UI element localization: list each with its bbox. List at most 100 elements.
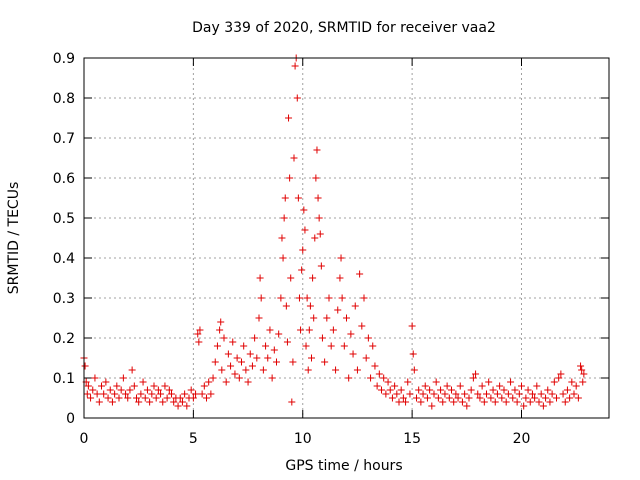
data-point xyxy=(192,390,200,398)
data-point xyxy=(557,370,565,378)
data-point xyxy=(275,330,283,338)
data-point xyxy=(316,230,324,238)
data-point xyxy=(222,378,230,386)
data-point xyxy=(450,398,458,406)
data-point xyxy=(242,366,250,374)
data-point xyxy=(111,390,119,398)
data-point xyxy=(391,382,399,390)
data-points xyxy=(80,54,588,410)
data-point xyxy=(537,390,545,398)
data-point xyxy=(126,386,134,394)
data-point xyxy=(104,394,112,402)
data-point xyxy=(513,398,521,406)
data-point xyxy=(362,354,370,362)
data-point xyxy=(337,254,345,262)
data-point xyxy=(181,390,189,398)
data-point xyxy=(157,390,165,398)
data-point xyxy=(574,394,582,402)
data-point xyxy=(402,398,410,406)
data-point xyxy=(311,234,319,242)
data-point xyxy=(281,194,289,202)
data-point xyxy=(345,374,353,382)
data-point xyxy=(318,334,326,342)
plot-frame xyxy=(83,57,610,419)
chart-title: Day 339 of 2020, SRMTID for receiver vaa… xyxy=(192,20,496,36)
data-point xyxy=(124,394,132,402)
data-point xyxy=(515,390,523,398)
data-point xyxy=(375,370,383,378)
data-point xyxy=(483,390,490,398)
y-tick-label: 0 xyxy=(66,411,75,427)
data-point xyxy=(579,378,587,386)
data-point xyxy=(200,382,208,390)
data-point xyxy=(244,378,252,386)
data-point xyxy=(194,330,202,338)
data-point xyxy=(159,398,167,406)
y-tick-label: 0.2 xyxy=(53,331,75,347)
data-point xyxy=(409,350,417,358)
data-point xyxy=(224,350,232,358)
data-point xyxy=(428,402,436,410)
data-point xyxy=(264,354,272,362)
data-point xyxy=(238,358,245,366)
data-point xyxy=(165,386,173,394)
data-point xyxy=(413,394,420,402)
data-point xyxy=(302,342,310,350)
data-point xyxy=(504,390,512,398)
data-point xyxy=(531,394,539,402)
data-point xyxy=(304,366,312,374)
data-point xyxy=(299,246,307,254)
y-tick-label: 0.6 xyxy=(53,171,75,187)
data-point xyxy=(100,390,108,398)
data-point xyxy=(485,378,493,386)
data-point xyxy=(461,390,469,398)
data-point xyxy=(526,398,534,406)
data-point xyxy=(518,382,525,390)
data-point xyxy=(270,346,278,354)
data-point xyxy=(500,386,508,394)
data-point xyxy=(227,362,235,370)
data-point xyxy=(288,398,296,406)
data-point xyxy=(393,390,401,398)
data-point xyxy=(553,394,560,402)
data-point xyxy=(235,374,243,382)
data-point xyxy=(81,362,89,370)
data-point xyxy=(89,386,97,394)
data-point xyxy=(170,398,178,406)
data-point xyxy=(489,386,497,394)
data-point xyxy=(572,382,580,390)
data-point xyxy=(266,326,274,334)
data-point xyxy=(351,302,359,310)
data-point xyxy=(437,386,445,394)
data-point xyxy=(146,398,154,406)
data-point xyxy=(386,386,394,394)
data-point xyxy=(262,342,270,350)
data-point xyxy=(308,354,315,362)
data-point xyxy=(417,398,425,406)
data-point xyxy=(397,386,405,394)
data-point xyxy=(317,262,325,270)
data-point xyxy=(349,350,357,358)
data-point xyxy=(295,294,303,302)
data-point xyxy=(520,402,528,410)
data-point xyxy=(268,374,276,382)
x-tick-label: 20 xyxy=(513,431,531,447)
data-point xyxy=(570,390,578,398)
data-point xyxy=(176,394,184,402)
x-tick-label: 5 xyxy=(189,431,198,447)
data-point xyxy=(458,398,466,406)
data-point xyxy=(298,266,306,274)
data-point xyxy=(189,394,197,402)
data-point xyxy=(300,206,308,214)
data-point xyxy=(178,398,186,406)
data-point xyxy=(410,366,418,374)
data-point xyxy=(91,374,99,382)
data-point xyxy=(305,326,313,334)
data-point xyxy=(207,390,215,398)
data-point xyxy=(452,390,460,398)
data-point xyxy=(218,366,226,374)
data-point xyxy=(373,382,381,390)
data-point xyxy=(327,342,335,350)
